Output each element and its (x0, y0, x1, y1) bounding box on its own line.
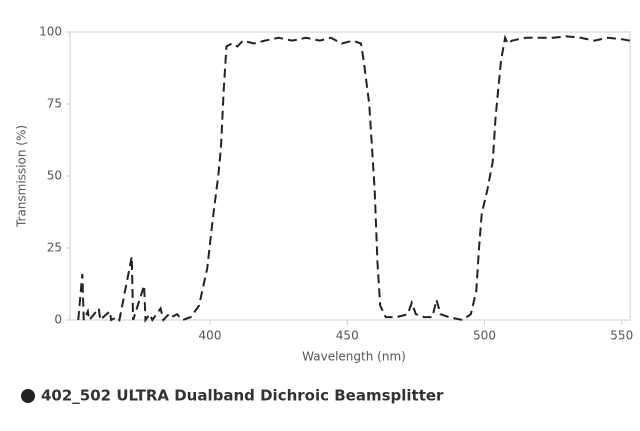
y-tick-label: 25 (47, 241, 62, 255)
y-tick-label: 100 (39, 25, 62, 39)
y-tick-label: 75 (47, 97, 62, 111)
y-tick-label: 0 (54, 313, 62, 327)
x-tick-label: 500 (473, 329, 496, 343)
x-axis-label: Wavelength (nm) (302, 350, 406, 364)
data-line (77, 34, 631, 323)
legend-marker (21, 389, 35, 403)
x-tick-label: 450 (336, 329, 359, 343)
x-tick-label: 550 (610, 329, 633, 343)
y-axis-label: Transmission (%) (15, 125, 29, 228)
plot-frame (69, 31, 631, 321)
x-tick-label: 400 (199, 329, 222, 343)
y-tick-label: 50 (47, 169, 62, 183)
legend-label: 402_502 ULTRA Dualband Dichroic Beamspli… (41, 387, 444, 405)
